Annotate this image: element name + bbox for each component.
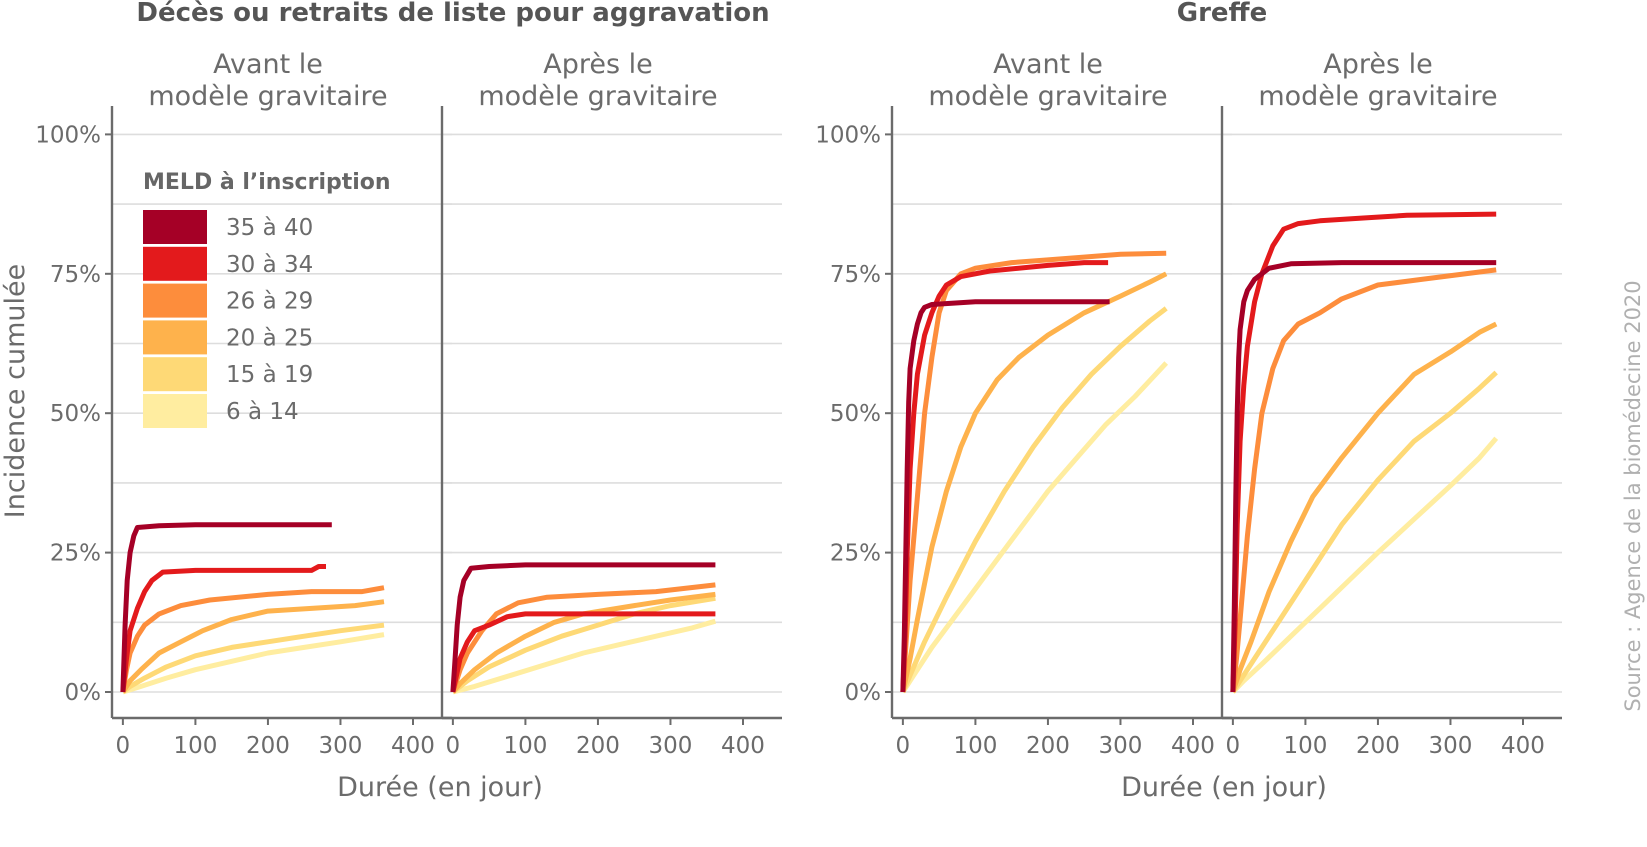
panel-title-line1: Après le [1323,49,1433,80]
x-tick-label: 400 [391,733,435,759]
series-layer [120,211,1499,695]
x-tick-label: 100 [173,733,217,759]
series-line-6-à-14 [1231,436,1499,694]
legend: MELD à l’inscription 35 à 40 30 à 34 26 à 2… [143,170,391,428]
y-tick-label: 25% [50,541,101,567]
y-tick-label: 50% [830,401,881,427]
panel-title-line1: Après le [543,49,653,80]
y-tick-label: 0% [65,680,102,706]
legend-label: 35 à 40 [226,215,313,241]
x-tick-label: 0 [896,733,911,759]
x-tick-label: 300 [1099,733,1143,759]
y-tick-label: 100% [815,122,881,148]
y-tick-label: 0% [845,680,882,706]
legend-label: 15 à 19 [226,362,313,388]
series-line-26-à-29 [1230,267,1497,693]
panel-title-line2: modèle gravitaire [1258,81,1497,112]
x-tick-label: 200 [576,733,620,759]
x-axis-title: Durée (en jour) [1121,772,1327,803]
x-tick-label: 200 [1356,733,1400,759]
x-tick-label: 300 [649,733,693,759]
axes-layer [105,106,1562,725]
series-line-26-à-29 [120,585,385,693]
x-tick-label: 0 [446,733,461,759]
x-tick-label: 0 [1226,733,1241,759]
series-line-35-à-40 [120,522,332,693]
x-tick-label: 100 [953,733,997,759]
x-axis-title: Durée (en jour) [337,772,543,803]
series-line-6-à-14 [452,618,717,695]
x-tick-label: 200 [246,733,290,759]
y-tick-label: 50% [50,401,101,427]
legend-label: 20 à 25 [226,325,313,351]
series-line-30-à-34 [120,564,326,693]
series-line-30-à-34 [1230,211,1497,693]
series-line-6-à-14 [122,632,385,695]
panel-title-line2: modèle gravitaire [478,81,717,112]
series-line-26-à-29 [450,582,716,693]
y-tick-label: 75% [830,262,881,288]
panel-title-line1: Avant le [213,49,323,80]
group-title: Décès ou retraits de liste pour aggravat… [136,0,769,28]
legend-label: 30 à 34 [226,252,313,278]
x-tick-label: 300 [319,733,363,759]
panel-title-line2: modèle gravitaire [928,81,1167,112]
series-line-35-à-40 [900,299,1110,693]
text-layer: Décès ou retraits de liste pour aggravat… [0,0,1545,803]
series-line-26-à-29 [900,250,1167,693]
x-tick-label: 0 [116,733,131,759]
x-tick-label: 400 [721,733,765,759]
series-line-15-à-19 [451,595,716,694]
legend-swatch [143,283,207,318]
x-tick-label: 400 [1501,733,1545,759]
series-line-20-à-25 [1230,321,1498,693]
x-tick-label: 300 [1429,733,1473,759]
y-tick-label: 75% [50,262,101,288]
legend-swatch [143,246,207,281]
group-title: Greffe [1177,0,1268,28]
series-line-20-à-25 [120,599,385,694]
series-line-20-à-25 [900,271,1168,693]
series-line-35-à-40 [450,562,716,693]
legend-swatch [143,210,207,244]
x-tick-label: 100 [1283,733,1327,759]
source-note: Source : Agence de la biomédecine 2020 [1621,280,1645,711]
series-line-35-à-40 [1230,260,1497,693]
legend-swatch [143,357,207,392]
y-axis-title: Incidence cumulée [0,264,31,518]
legend-label: 26 à 29 [226,289,313,315]
series-line-20-à-25 [451,591,716,694]
y-tick-label: 25% [830,541,881,567]
x-tick-label: 200 [1026,733,1070,759]
y-tick-label: 100% [35,122,101,148]
panel-title-line1: Avant le [993,49,1103,80]
series-line-6-à-14 [900,361,1169,694]
legend-label: 6 à 14 [226,399,299,425]
legend-swatch [143,394,207,428]
x-tick-label: 400 [1171,733,1215,759]
series-line-15-à-19 [121,622,385,694]
x-tick-label: 100 [503,733,547,759]
panel-title-line2: modèle gravitaire [148,81,387,112]
series-line-15-à-19 [900,306,1168,693]
legend-title: MELD à l’inscription [143,170,391,195]
series-line-30-à-34 [450,611,716,693]
series-line-15-à-19 [1230,370,1498,694]
legend-swatch [143,320,207,355]
